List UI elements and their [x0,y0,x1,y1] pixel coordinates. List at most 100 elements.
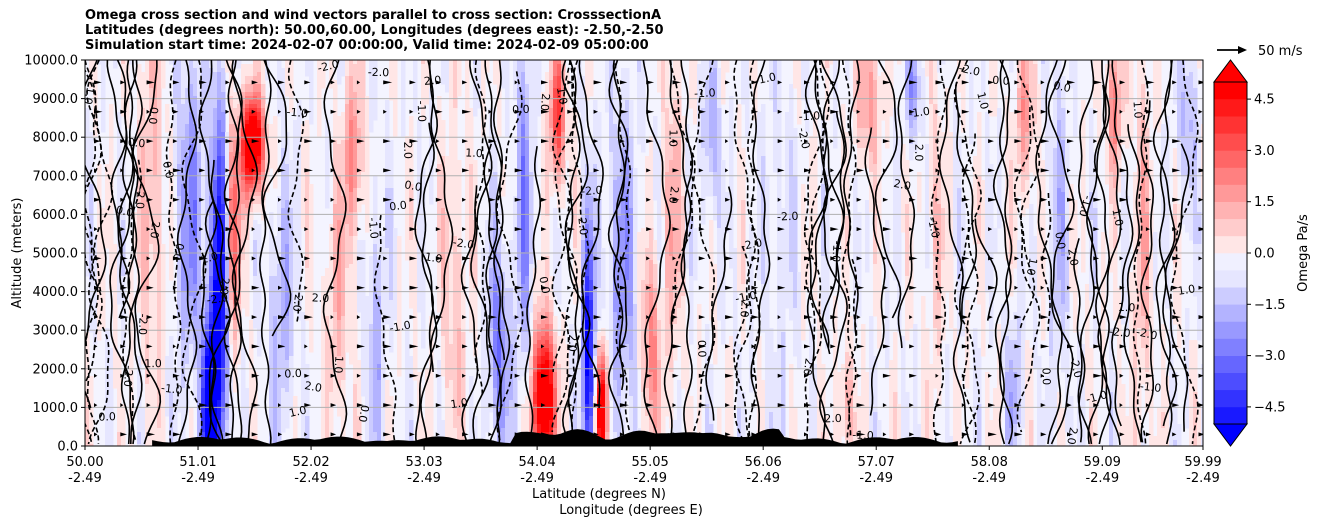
omega-cell [297,152,302,157]
omega-cell [85,340,90,345]
omega-cell [177,80,182,85]
omega-cell [153,216,158,221]
omega-cell [197,252,202,257]
omega-cell [345,244,350,249]
omega-cell [285,152,290,157]
omega-cell [145,68,150,73]
omega-cell [277,296,282,301]
omega-cell [217,372,222,377]
omega-cell [205,228,210,233]
omega-cell [177,188,182,193]
omega-cell [113,356,118,361]
omega-cell [221,196,226,201]
omega-cell [233,180,238,185]
omega-cell [217,220,222,225]
omega-cell [153,136,158,141]
omega-cell [225,200,230,205]
omega-cell [293,248,298,253]
omega-cell [169,128,174,133]
omega-cell [353,156,358,161]
omega-cell [253,296,258,301]
omega-cell [85,140,90,145]
omega-cell [297,232,302,237]
omega-cell [193,340,198,345]
omega-cell [117,416,122,421]
omega-cell [353,116,358,121]
omega-cell [97,208,102,213]
omega-cell [145,92,150,97]
omega-cell [221,416,226,421]
omega-cell [85,196,90,201]
omega-cell [173,100,178,105]
omega-cell [137,268,142,273]
omega-cell [241,208,246,213]
omega-cell [165,392,170,397]
omega-cell [177,368,182,373]
omega-cell [225,148,230,153]
omega-cell [229,400,234,405]
omega-cell [333,388,338,393]
omega-cell [257,136,262,141]
omega-cell [157,292,162,297]
omega-cell [141,256,146,261]
omega-cell [309,68,314,73]
omega-cell [337,184,342,189]
omega-cell [221,204,226,209]
omega-cell [233,108,238,113]
omega-cell [193,264,198,269]
omega-cell [273,320,278,325]
omega-cell [285,396,290,401]
omega-cell [213,420,218,425]
omega-cell [141,308,146,313]
omega-cell [229,72,234,77]
omega-cell [149,384,154,389]
omega-cell [145,260,150,265]
omega-cell [361,188,366,193]
omega-cell [353,284,358,289]
omega-cell [353,400,358,405]
omega-cell [265,148,270,153]
omega-cell [221,140,226,145]
omega-cell [333,224,338,229]
omega-cell [221,116,226,121]
omega-cell [341,264,346,269]
omega-cell [249,352,254,357]
omega-cell [325,316,330,321]
omega-cell [345,220,350,225]
omega-cell [325,336,330,341]
omega-cell [85,192,90,197]
omega-cell [365,196,370,201]
omega-cell [121,156,126,161]
omega-cell [333,140,338,145]
omega-cell [209,92,214,97]
omega-cell [245,428,250,433]
omega-cell [213,160,218,165]
omega-cell [113,364,118,369]
omega-cell [285,176,290,181]
omega-cell [209,288,214,293]
omega-cell [289,364,294,369]
omega-cell [289,336,294,341]
omega-cell [221,200,226,205]
omega-cell [309,296,314,301]
omega-cell [301,368,306,373]
omega-cell [121,208,126,213]
omega-cell [169,244,174,249]
omega-cell [137,304,142,309]
omega-cell [193,156,198,161]
omega-cell [189,116,194,121]
omega-cell [121,280,126,285]
omega-cell [117,364,122,369]
omega-cell [237,296,242,301]
omega-cell [305,216,310,221]
omega-cell [365,204,370,209]
omega-cell [225,332,230,337]
omega-cell [161,368,166,373]
omega-cell [361,152,366,157]
omega-cell [213,340,218,345]
omega-cell [341,392,346,397]
omega-cell [325,408,330,413]
omega-cell [165,104,170,109]
omega-cell [333,144,338,149]
omega-cell [241,296,246,301]
